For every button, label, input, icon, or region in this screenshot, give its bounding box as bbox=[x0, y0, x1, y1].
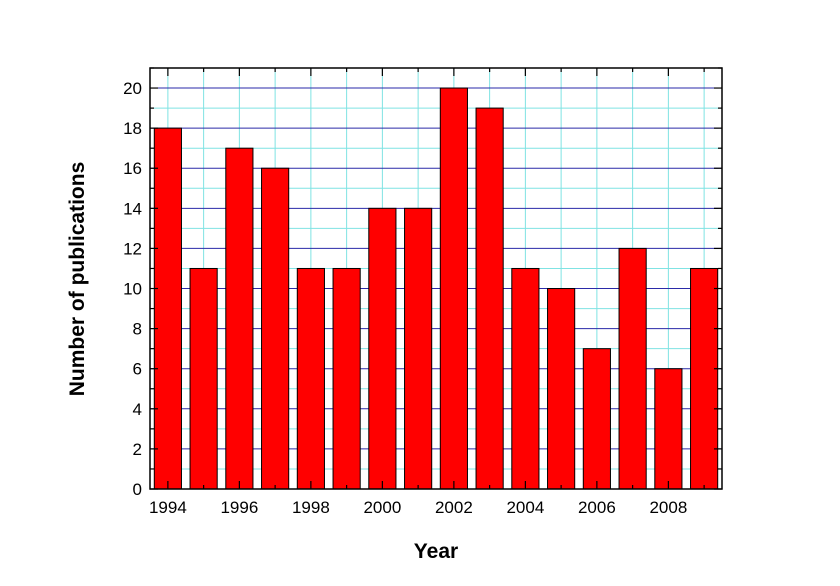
y-tick-label: 6 bbox=[133, 360, 142, 379]
bar-1998 bbox=[296, 267, 325, 490]
y-tick-label: 20 bbox=[123, 79, 142, 98]
bar-2005 bbox=[547, 288, 576, 490]
x-tick-label: 1996 bbox=[220, 498, 258, 517]
x-tick-labels: 1994 1996 1998 2000 2002 2004 2006 2008 bbox=[149, 498, 687, 517]
bar-2003 bbox=[475, 107, 504, 490]
bar-2002 bbox=[439, 87, 468, 490]
bar-2008 bbox=[654, 368, 683, 490]
bar-1999 bbox=[332, 267, 361, 490]
y-axis-title: Number of publications bbox=[66, 162, 89, 397]
y-tick-label: 8 bbox=[133, 320, 142, 339]
y-tick-label: 10 bbox=[123, 280, 142, 299]
bar-2007 bbox=[618, 247, 647, 490]
x-tick-label: 2000 bbox=[363, 498, 401, 517]
bars bbox=[153, 87, 719, 490]
bar-1997 bbox=[261, 167, 290, 490]
y-tick-label: 4 bbox=[133, 400, 142, 419]
bar-1996 bbox=[225, 147, 254, 490]
x-tick-label: 2002 bbox=[435, 498, 473, 517]
bar-1995 bbox=[189, 267, 218, 490]
x-tick-label: 2004 bbox=[506, 498, 544, 517]
y-tick-label: 0 bbox=[133, 480, 142, 499]
x-tick-label: 2006 bbox=[578, 498, 616, 517]
bar-2001 bbox=[404, 207, 433, 490]
y-tick-label: 2 bbox=[133, 440, 142, 459]
y-tick-label: 18 bbox=[123, 119, 142, 138]
x-tick-label: 1994 bbox=[149, 498, 187, 517]
bar-2004 bbox=[511, 267, 540, 490]
y-tick-label: 14 bbox=[123, 199, 142, 218]
bar-2006 bbox=[582, 348, 611, 490]
bar-2000 bbox=[368, 207, 397, 490]
y-tick-label: 12 bbox=[123, 239, 142, 258]
x-tick-label: 2008 bbox=[649, 498, 687, 517]
y-tick-label: 16 bbox=[123, 159, 142, 178]
y-tick-labels: 0 2 4 6 8 10 12 14 16 18 20 bbox=[123, 79, 142, 499]
bar-2009 bbox=[690, 267, 719, 490]
x-axis-title: Year bbox=[414, 540, 458, 563]
plot-frame bbox=[149, 67, 723, 490]
bar-1994 bbox=[153, 127, 182, 490]
axis-ticks bbox=[150, 67, 722, 490]
x-tick-label: 1998 bbox=[292, 498, 330, 517]
